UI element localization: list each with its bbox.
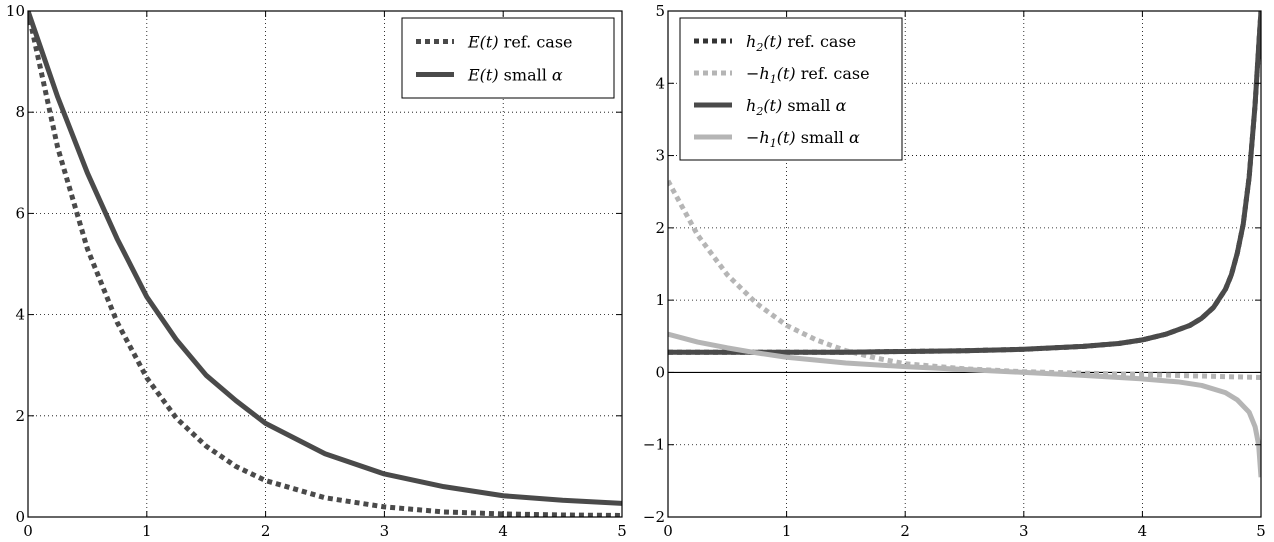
y-tick-label: 6 — [15, 204, 25, 222]
axes-frame — [27, 10, 623, 518]
series-line-1-2 — [668, 11, 1261, 355]
legend-entry-0: E(t) ref. case — [467, 33, 573, 52]
legend-box — [401, 17, 615, 99]
legend-entry-3: −h1(t) small α — [746, 128, 860, 150]
x-tick-label: 2 — [900, 522, 910, 540]
y-tick-label: −1 — [643, 436, 665, 454]
x-tick-label: 4 — [1138, 522, 1148, 540]
y-tick-label: 3 — [655, 147, 665, 165]
x-tick-label: 5 — [617, 522, 627, 540]
right-chart-panel: 0 1 2 3 4 5 −2 −1 0 1 2 3 4 5 h2(t) ref. case −h1(t) re… — [643, 2, 1266, 540]
x-tick-label: 1 — [142, 522, 152, 540]
y-tick-label: 5 — [655, 2, 665, 20]
left-chart-panel: 0 1 2 3 4 5 0 2 4 6 8 10 E(t) ref. case E(t) small α — [6, 2, 627, 540]
series-line-0-1 — [28, 11, 622, 506]
y-tick-label: 1 — [655, 291, 665, 309]
axes-frame — [667, 10, 1262, 518]
x-tick-label: 3 — [1019, 522, 1029, 540]
series-line-0-0 — [28, 11, 622, 517]
series-line-1-3 — [668, 331, 1261, 478]
y-tick-label: 10 — [6, 2, 25, 20]
x-tick-label: 3 — [380, 522, 390, 540]
legend-entry-2: h2(t) small α — [746, 96, 847, 118]
y-tick-label: 4 — [15, 306, 25, 324]
legend-entry-1: E(t) small α — [467, 66, 563, 85]
x-tick-label: 0 — [663, 522, 673, 540]
x-tick-label: 4 — [498, 522, 508, 540]
y-tick-label: 8 — [15, 103, 25, 121]
y-tick-label: 0 — [15, 508, 25, 526]
x-tick-label: 2 — [261, 522, 271, 540]
x-tick-label: 0 — [23, 522, 33, 540]
y-tick-label: −2 — [643, 508, 665, 526]
y-tick-label: 2 — [655, 219, 665, 237]
y-tick-label: 0 — [655, 363, 665, 381]
x-tick-label: 1 — [782, 522, 792, 540]
y-tick-label: 4 — [655, 74, 665, 92]
legend: E(t) ref. case E(t) small α — [401, 17, 615, 99]
legend-entry-1: −h1(t) ref. case — [746, 64, 870, 86]
y-tick-label: 2 — [15, 407, 25, 425]
legend: h2(t) ref. case −h1(t) ref. case h2(t) sma… — [679, 17, 903, 161]
legend-entry-0: h2(t) ref. case — [746, 32, 856, 54]
series-line-1-1 — [668, 179, 1261, 380]
x-tick-label: 5 — [1256, 522, 1266, 540]
